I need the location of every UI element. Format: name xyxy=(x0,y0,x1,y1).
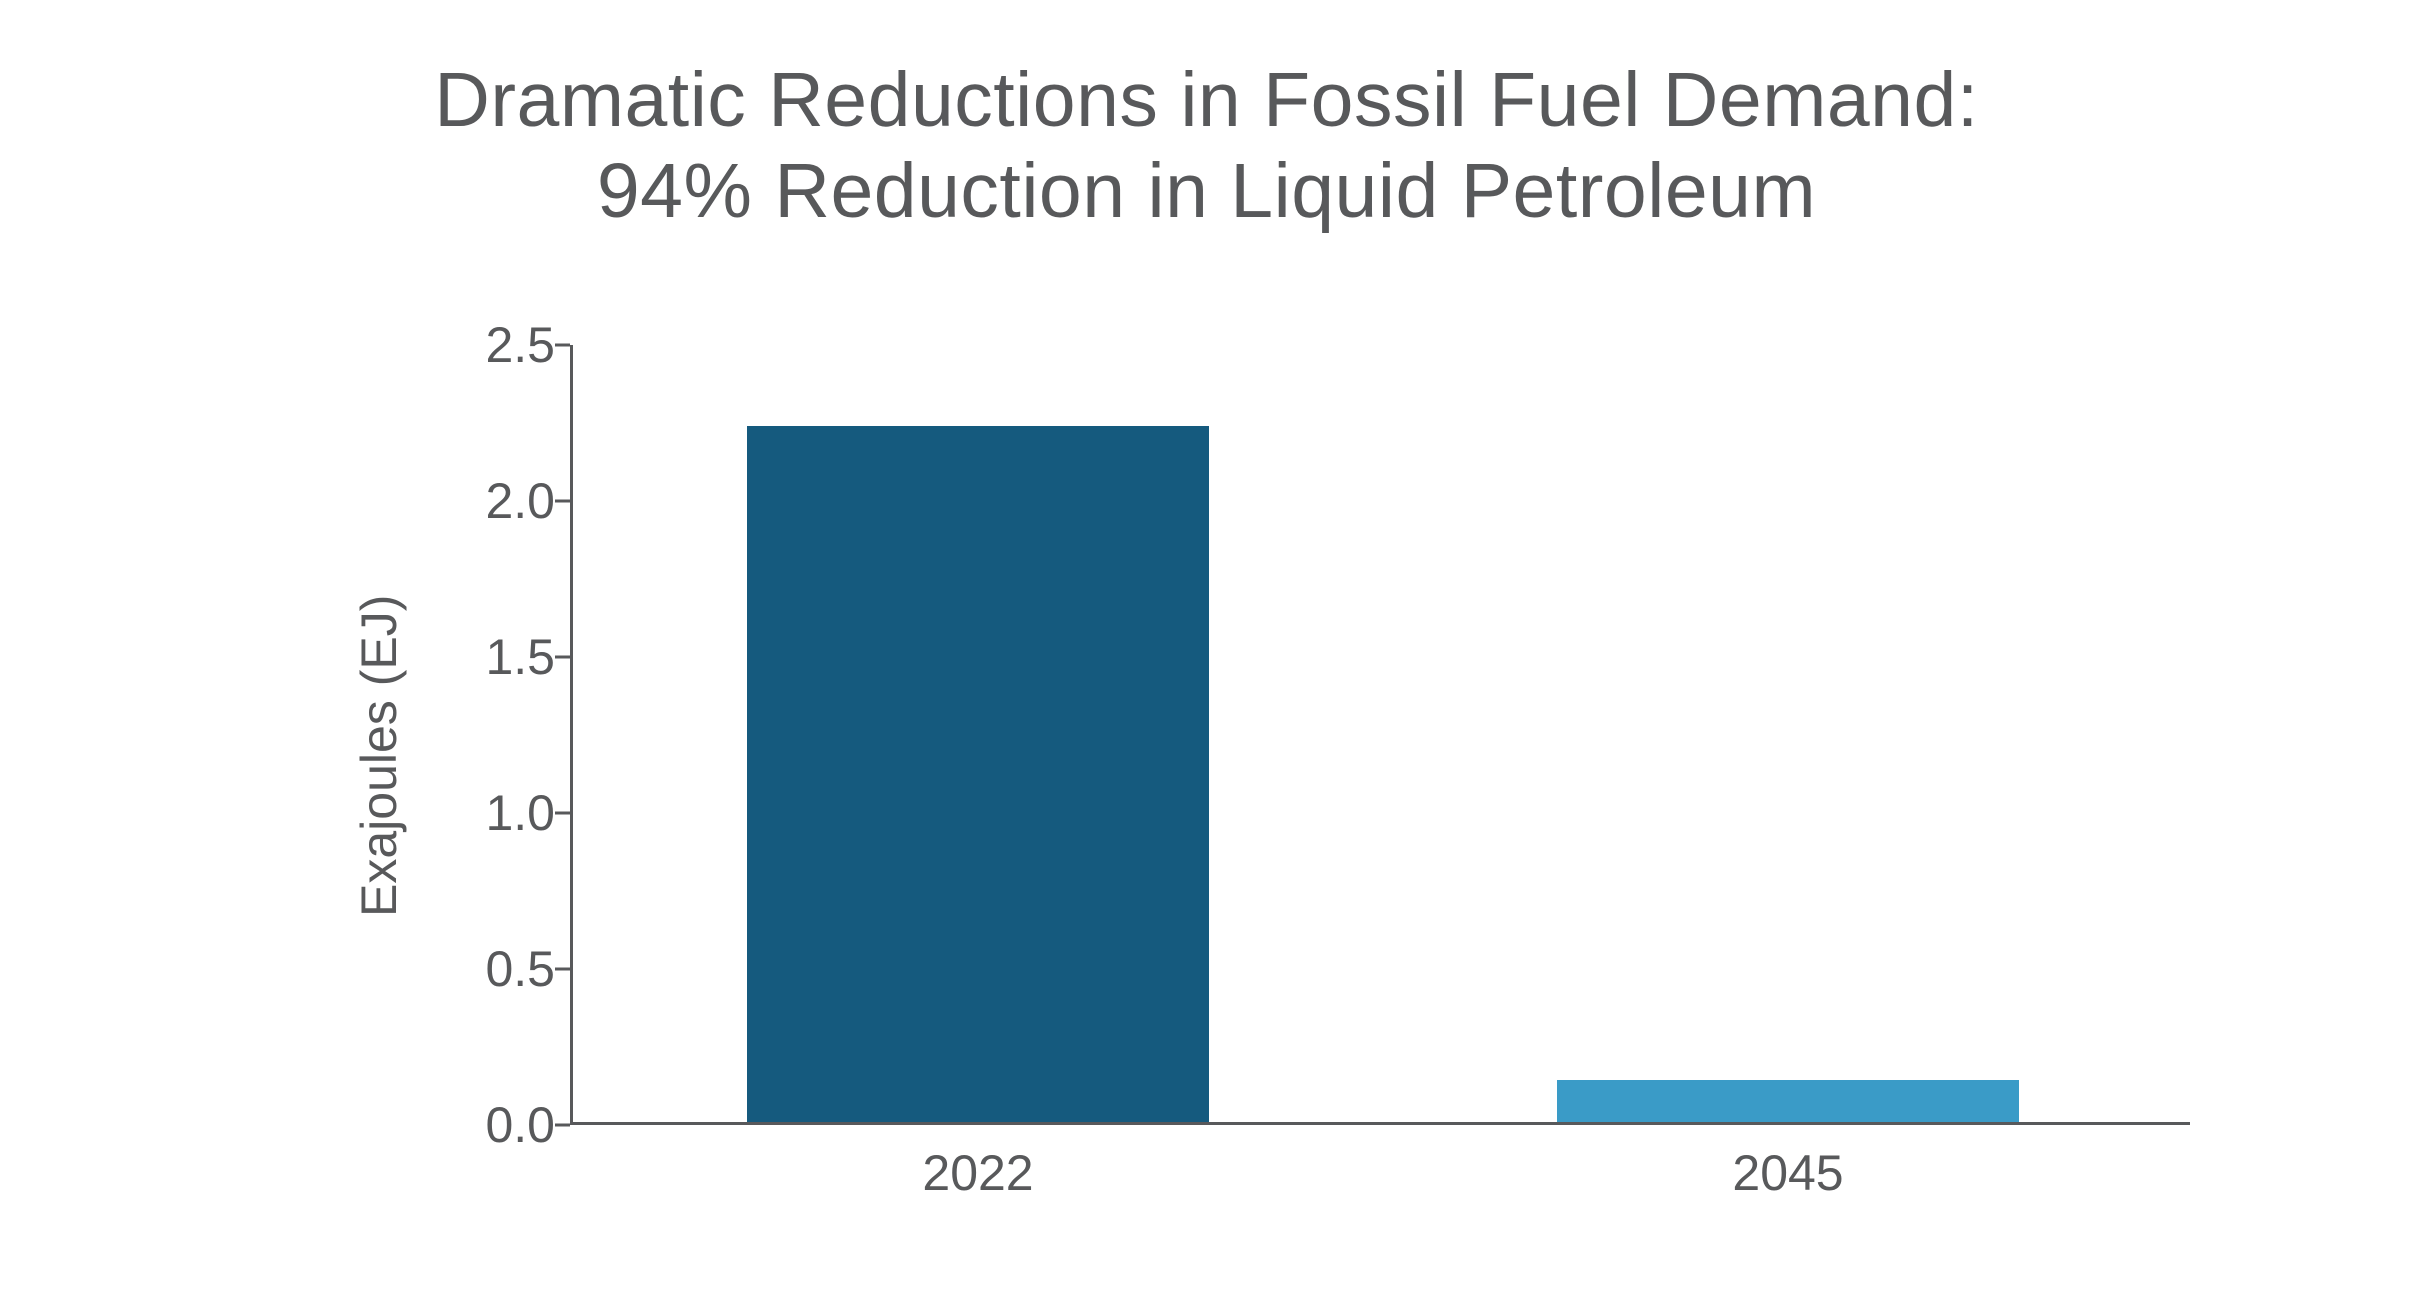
y-tick-label: 1.0 xyxy=(485,784,573,842)
title-line-2: 94% Reduction in Liquid Petroleum xyxy=(597,148,1816,234)
plot-area: 0.00.51.01.52.02.520222045 xyxy=(570,345,2190,1125)
y-tick-label: 2.5 xyxy=(485,316,573,374)
x-tick-label: 2045 xyxy=(1732,1122,1843,1202)
bar-2022 xyxy=(747,426,1209,1122)
y-tick-label: 2.0 xyxy=(485,472,573,530)
y-tick-label: 1.5 xyxy=(485,628,573,686)
x-tick-label: 2022 xyxy=(922,1122,1033,1202)
chart-title: Dramatic Reductions in Fossil Fuel Deman… xyxy=(0,55,2413,237)
y-tick-label: 0.0 xyxy=(485,1096,573,1154)
y-tick-label: 0.5 xyxy=(485,940,573,998)
bar-2045 xyxy=(1557,1080,2019,1122)
title-line-1: Dramatic Reductions in Fossil Fuel Deman… xyxy=(434,57,1978,143)
y-axis-title: Exajoules (EJ) xyxy=(350,595,408,917)
chart-page: Dramatic Reductions in Fossil Fuel Deman… xyxy=(0,0,2413,1309)
